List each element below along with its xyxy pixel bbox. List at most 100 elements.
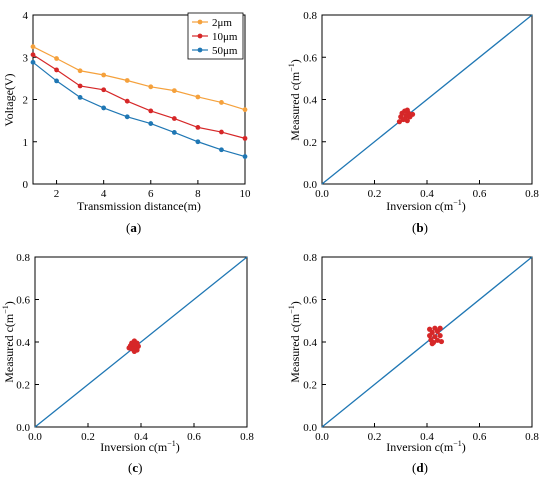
x-tick-label: 10 xyxy=(240,188,252,200)
data-point xyxy=(242,135,248,141)
legend-label: 50μm xyxy=(212,45,238,57)
data-point xyxy=(427,333,433,339)
y-axis-label-superscript: −1 xyxy=(287,63,296,72)
data-point xyxy=(434,328,441,334)
y-axis-label-superscript: −1 xyxy=(287,305,296,314)
x-tick-label: 0.2 xyxy=(368,431,382,443)
x-tick-label: 0.6 xyxy=(473,188,487,200)
panel-c: 0.0 0.2 0.4 0.6 0.8 0.0 0.2 0.4 0.6 0.8 Inversion … xyxy=(1,252,254,475)
x-axis-label: Inversion c(m−1) xyxy=(386,198,466,213)
x-axis-label-end: ) xyxy=(462,440,466,454)
legend-swatch-marker xyxy=(197,47,203,53)
data-point xyxy=(219,147,224,153)
panel-caption: (b) xyxy=(412,220,428,235)
x-tick-label: 0.0 xyxy=(315,431,329,443)
y-axis-label-end: ) xyxy=(288,301,302,305)
x-tick-label: 0.0 xyxy=(28,431,42,443)
y-tick-label: 0.2 xyxy=(303,137,317,149)
data-point xyxy=(438,338,445,345)
y-tick-label: 0.6 xyxy=(303,52,317,64)
y-tick-label: 0.4 xyxy=(303,337,317,349)
y-tick-label: 0.2 xyxy=(16,380,30,392)
y-axis-label-end: ) xyxy=(2,301,16,305)
data-point xyxy=(242,107,248,113)
reference-line xyxy=(321,14,533,185)
data-point xyxy=(30,44,36,50)
data-point xyxy=(429,341,435,347)
data-point xyxy=(77,68,83,74)
x-axis-label-superscript: −1 xyxy=(453,198,462,207)
x-axis-label-superscript: −1 xyxy=(453,439,462,448)
x-axis-label: Inversion c(m−1) xyxy=(100,439,180,454)
x-tick-label: 0.2 xyxy=(368,188,382,200)
data-point xyxy=(219,129,224,135)
data-point xyxy=(404,118,410,124)
data-point xyxy=(195,124,201,130)
y-tick-label: 0.4 xyxy=(16,337,30,349)
data-point xyxy=(171,130,177,135)
series-line xyxy=(32,61,246,158)
caption-open-paren: ( xyxy=(128,460,132,475)
data-point xyxy=(148,121,154,126)
y-axis-label-superscript: −1 xyxy=(1,305,10,314)
y-axis-label-main: Measured c(m xyxy=(288,313,302,383)
data-point xyxy=(195,139,201,145)
legend-label: 10μm xyxy=(212,31,238,43)
y-tick-label: 0.0 xyxy=(303,422,317,434)
y-axis-label-end: ) xyxy=(288,59,302,63)
caption-letter: a xyxy=(130,220,137,235)
data-point xyxy=(54,78,59,84)
x-tick-label: 8 xyxy=(195,188,201,200)
x-tick-label: 0.8 xyxy=(525,188,539,200)
x-axis-label-end: ) xyxy=(176,440,180,454)
data-point xyxy=(148,108,154,114)
x-tick-label: 6 xyxy=(148,188,154,200)
y-tick-label: 0.8 xyxy=(303,10,317,22)
caption-close-paren: ) xyxy=(138,460,142,475)
x-axis-label-main: Inversion c(m xyxy=(386,440,454,454)
data-point xyxy=(101,72,107,78)
reference-line xyxy=(34,256,248,428)
caption-close-paren: ) xyxy=(424,220,428,235)
y-tick-label: 4 xyxy=(23,10,29,22)
data-point xyxy=(195,94,201,100)
caption-close-paren: ) xyxy=(137,220,141,235)
panel-b: 0.0 0.2 0.4 0.6 0.8 0.0 0.2 0.4 0.6 0.8 Inversion … xyxy=(287,10,539,235)
reference-line xyxy=(321,256,533,428)
y-tick-label: 0.0 xyxy=(303,179,317,191)
data-point xyxy=(432,334,438,340)
y-tick-label: 0.6 xyxy=(303,295,317,307)
y-tick-label: 0.2 xyxy=(303,380,317,392)
data-point xyxy=(101,87,107,93)
y-tick-label: 0.8 xyxy=(16,252,30,264)
y-tick-label: 0.6 xyxy=(16,295,30,307)
panel-d: 0.0 0.2 0.4 0.6 0.8 0.0 0.2 0.4 0.6 0.8 Inversion … xyxy=(287,252,539,475)
data-point xyxy=(131,348,137,354)
data-point xyxy=(54,56,59,61)
y-axis-label: Measured c(m−1) xyxy=(287,301,302,383)
data-point xyxy=(101,105,107,111)
data-point xyxy=(126,345,132,351)
y-tick-label: 0.4 xyxy=(303,95,317,107)
data-point xyxy=(242,154,248,159)
legend-label: 2μm xyxy=(212,17,232,29)
data-point xyxy=(434,337,441,343)
x-tick-label: 0.0 xyxy=(315,188,329,200)
data-point xyxy=(403,113,409,119)
data-point xyxy=(219,100,224,105)
y-tick-label: 0 xyxy=(23,179,29,191)
caption-letter: d xyxy=(416,460,424,475)
x-axis-label: Transmission distance(m) xyxy=(77,199,201,213)
series-line xyxy=(32,54,246,139)
data-point xyxy=(77,94,83,100)
x-tick-label: 2 xyxy=(54,188,60,200)
data-point xyxy=(409,111,416,117)
data-point xyxy=(171,88,177,94)
data-point xyxy=(77,83,83,89)
panel-caption: (d) xyxy=(412,460,428,475)
x-tick-label: 0.6 xyxy=(187,431,201,443)
data-point xyxy=(54,67,59,73)
data-point xyxy=(400,116,406,123)
